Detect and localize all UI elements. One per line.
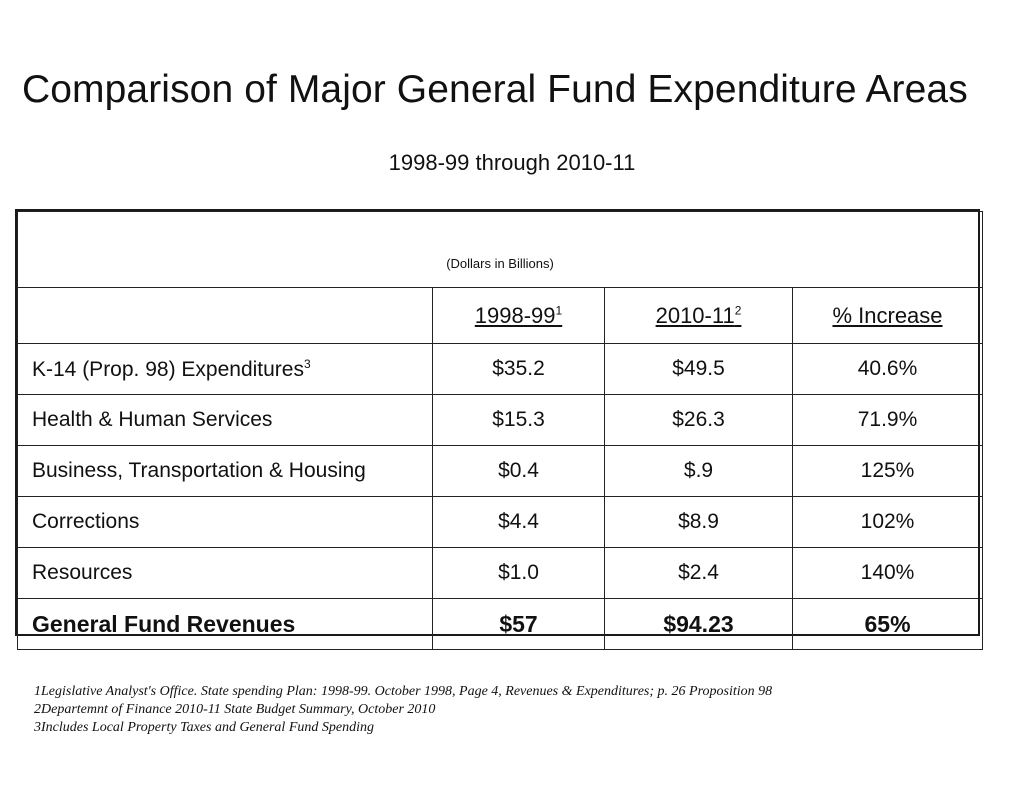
table-row: Resources $1.0 $2.4 140%: [17, 547, 984, 599]
value-1998-99: $35.2: [432, 343, 605, 395]
page-subtitle: 1998-99 through 2010-11: [388, 150, 636, 175]
row-label-text: K-14 (Prop. 98) Expenditures: [32, 357, 304, 381]
row-label: Health & Human Services: [17, 394, 433, 446]
header-2010-11-label: 2010-11: [655, 302, 735, 328]
row-label: Corrections: [17, 496, 433, 548]
footnote-ref-2: 2: [734, 303, 742, 318]
table-row: Health & Human Services $15.3 $26.3 71.9…: [17, 394, 984, 446]
header-empty-cell: [17, 287, 433, 344]
page-title: Comparison of Major General Fund Expendi…: [22, 68, 968, 111]
value-2010-11: $.9: [604, 445, 793, 497]
value-2010-11: $49.5: [604, 343, 793, 395]
header-1998-99: 1998-991: [432, 287, 605, 344]
header-percent-increase: % Increase: [791, 287, 984, 344]
table-row: Corrections $4.4 $8.9 102%: [17, 496, 984, 548]
total-percent-increase: 65%: [791, 598, 984, 650]
value-2010-11: $8.9: [604, 496, 793, 548]
value-1998-99: $4.4: [432, 496, 605, 548]
total-1998-99: $57: [432, 598, 605, 650]
row-label: K-14 (Prop. 98) Expenditures3: [17, 343, 433, 395]
footnote-ref-3: 3: [303, 356, 311, 371]
expenditure-table: (Dollars in Billions) 1998-991 2010-112 …: [15, 209, 984, 650]
row-label: Business, Transportation & Housing: [17, 445, 433, 497]
value-1998-99: $1.0: [432, 547, 605, 599]
header-1998-99-label: 1998-99: [474, 302, 556, 328]
footnote-2: 2Departemnt of Finance 2010-11 State Bud…: [34, 702, 436, 717]
footnote-ref-1: 1: [555, 303, 563, 318]
total-row: General Fund Revenues $57 $94.23 65%: [17, 598, 984, 650]
value-2010-11: $2.4: [604, 547, 793, 599]
header-percent-increase-label: % Increase: [832, 302, 943, 328]
value-percent-increase: 71.9%: [791, 394, 984, 446]
value-percent-increase: 40.6%: [791, 343, 984, 395]
table-row: Business, Transportation & Housing $0.4 …: [17, 445, 984, 497]
table-row: K-14 (Prop. 98) Expenditures3 $35.2 $49.…: [17, 343, 984, 395]
value-percent-increase: 140%: [791, 547, 984, 599]
total-2010-11: $94.23: [604, 598, 793, 650]
footnotes: 1Legislative Analyst's Office. State spe…: [34, 683, 994, 737]
value-2010-11: $26.3: [604, 394, 793, 446]
header-2010-11: 2010-112: [604, 287, 793, 344]
row-label: Resources: [17, 547, 433, 599]
value-percent-increase: 125%: [791, 445, 984, 497]
value-percent-increase: 102%: [791, 496, 984, 548]
total-label: General Fund Revenues: [17, 598, 433, 650]
value-1998-99: $0.4: [432, 445, 605, 497]
header-row: 1998-991 2010-112 % Increase: [17, 287, 984, 344]
value-1998-99: $15.3: [432, 394, 605, 446]
footnote-3: 3Includes Local Property Taxes and Gener…: [34, 720, 374, 735]
units-row: (Dollars in Billions): [16, 211, 984, 288]
footnote-1: 1Legislative Analyst's Office. State spe…: [34, 684, 773, 699]
units-note: (Dollars in Billions): [16, 211, 984, 288]
